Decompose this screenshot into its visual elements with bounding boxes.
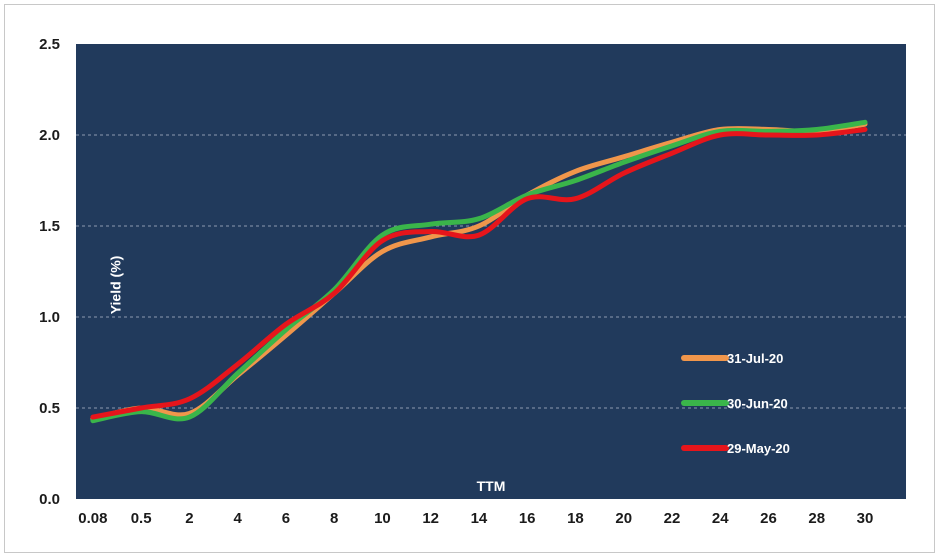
- x-tick-label: 0.5: [131, 510, 152, 527]
- y-tick-label: 0.5: [39, 400, 60, 417]
- x-tick-label: 2: [185, 510, 193, 527]
- series-lines: [90, 119, 868, 424]
- x-tick-label: 0.08: [78, 510, 107, 527]
- y-axis-title: Yield (%): [108, 256, 124, 315]
- x-tick-label: 26: [760, 510, 777, 527]
- x-tick-label: 14: [471, 510, 488, 527]
- y-tick-label: 2.5: [39, 36, 60, 53]
- y-tick-label: 1.0: [39, 309, 60, 326]
- x-axis-ticks: 0.08 0.5 2 4 6 8 10 12 14 16 18 20 22 24 26 28 30: [78, 510, 873, 527]
- legend-label: 29-May-20: [727, 441, 790, 456]
- y-tick-label: 0.0: [39, 491, 60, 508]
- x-tick-label: 12: [422, 510, 439, 527]
- legend: 31-Jul-20 30-Jun-20 29-May-20: [681, 351, 790, 456]
- x-tick-label: 8: [330, 510, 338, 527]
- x-tick-label: 30: [857, 510, 874, 527]
- x-tick-label: 22: [664, 510, 681, 527]
- x-tick-label: 18: [567, 510, 584, 527]
- x-axis-title: TTM: [477, 478, 506, 494]
- series-line: [90, 119, 868, 424]
- x-tick-label: 4: [233, 510, 242, 527]
- x-tick-label: 24: [712, 510, 729, 527]
- plot-area: [76, 44, 906, 499]
- legend-label: 31-Jul-20: [727, 351, 783, 366]
- legend-label: 30-Jun-20: [727, 396, 788, 411]
- x-tick-label: 16: [519, 510, 536, 527]
- y-tick-label: 1.5: [39, 218, 60, 235]
- y-axis-ticks: 0.0 0.5 1.0 1.5 2.0 2.5: [39, 36, 60, 508]
- x-tick-label: 10: [374, 510, 391, 527]
- x-tick-label: 28: [808, 510, 825, 527]
- series-line: [90, 127, 868, 420]
- x-tick-label: 6: [282, 510, 290, 527]
- x-tick-label: 20: [615, 510, 632, 527]
- y-tick-label: 2.0: [39, 127, 60, 144]
